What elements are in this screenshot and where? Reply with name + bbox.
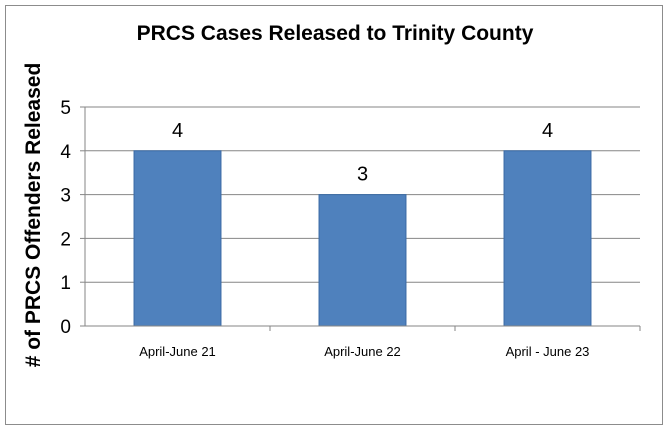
bar-3 [503,150,592,327]
y-tick-label: 0 [60,317,71,338]
y-axis-label: # of PRCS Offenders Released [22,63,45,368]
axes [80,106,641,331]
x-tick-label: April-June 21 [139,344,216,359]
x-tick-label: April - June 23 [506,344,590,359]
data-label: 4 [172,120,183,142]
labels: 0 1 2 3 4 5 April-June 21 4 April-June 22 3 April … [60,98,589,359]
y-tick-label: 2 [60,229,71,250]
chart-title: PRCS Cases Released to Trinity County [137,22,534,45]
x-tick-label: April-June 22 [324,344,401,359]
y-tick-label: 5 [60,98,71,119]
bar-2 [318,194,407,327]
y-tick-label: 3 [60,186,71,207]
bars [133,150,592,327]
y-tick-label: 1 [60,273,71,294]
y-tick-label: 4 [60,142,71,163]
data-label: 4 [542,120,553,142]
data-label: 3 [357,164,368,186]
bar-1 [133,150,222,327]
